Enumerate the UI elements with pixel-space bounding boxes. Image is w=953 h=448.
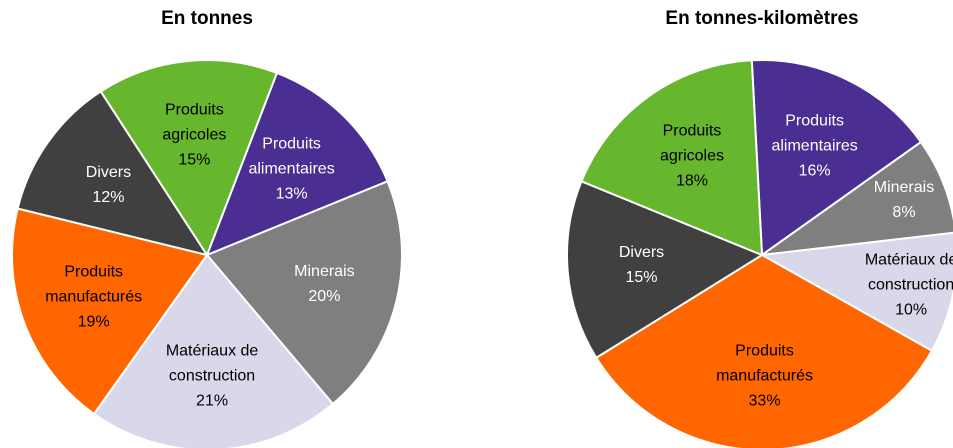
value-label: 13% [275, 185, 308, 203]
pie-slice [205, 180, 403, 406]
category-label: Produits manufacturés [716, 342, 813, 385]
slice-label: Matériaux de construction 10% [851, 248, 953, 323]
slice-label: Produits manufacturés 19% [34, 260, 154, 335]
pie-slice [750, 59, 923, 257]
slice-label: Produits manufacturés 33% [705, 338, 825, 413]
slice-label: Divers 12% [48, 160, 168, 210]
category-label: Produits alimentaires [248, 135, 335, 178]
chart-title: En tonnes-kilomètres [665, 8, 859, 29]
category-label: Produits agricoles [162, 101, 227, 144]
category-label: Divers [618, 244, 665, 262]
value-label: 15% [178, 151, 211, 169]
pie-slice [761, 140, 953, 256]
category-label: Matériaux de construction [165, 342, 259, 385]
slice-label: Divers 15% [582, 240, 702, 290]
category-label: Divers [85, 163, 132, 181]
category-label: Matériaux de construction [864, 251, 953, 294]
value-label: 19% [77, 313, 110, 331]
slice-label: Produits agricoles 15% [134, 97, 254, 172]
value-label: 33% [748, 392, 781, 410]
pie-slice [92, 253, 335, 448]
value-label: 12% [92, 188, 125, 206]
category-label: Produits agricoles [659, 122, 724, 165]
slice-label: Minerais 20% [264, 259, 384, 309]
pie-slice [99, 59, 279, 258]
value-label: 15% [625, 269, 658, 287]
value-label: 21% [196, 392, 229, 410]
slice-label: Produits alimentaires 16% [755, 109, 875, 184]
slice-label: Matériaux de construction 21% [152, 338, 272, 413]
category-label: Produits manufacturés [45, 263, 143, 306]
category-label: Minerais [294, 262, 355, 280]
value-label: 20% [308, 287, 341, 305]
slice-label: Produits agricoles 18% [632, 119, 752, 194]
pie-slice [566, 180, 765, 360]
slice-label: Produits alimentaires 13% [232, 131, 352, 206]
category-label: Minerais [873, 179, 935, 197]
category-label: Produits alimentaires [771, 112, 858, 155]
slice-label: Minerais 8% [844, 175, 953, 225]
pie-slice [758, 231, 953, 353]
value-label: 16% [798, 162, 831, 180]
pie-slice [11, 207, 209, 416]
pie-slice [16, 90, 210, 257]
pie-slice [205, 71, 389, 257]
pie-slice [580, 59, 764, 257]
pie-slice [594, 253, 934, 448]
value-label: 8% [892, 204, 916, 222]
value-label: 18% [675, 172, 708, 190]
chart-title: En tonnes [161, 8, 253, 29]
value-label: 10% [895, 301, 928, 319]
